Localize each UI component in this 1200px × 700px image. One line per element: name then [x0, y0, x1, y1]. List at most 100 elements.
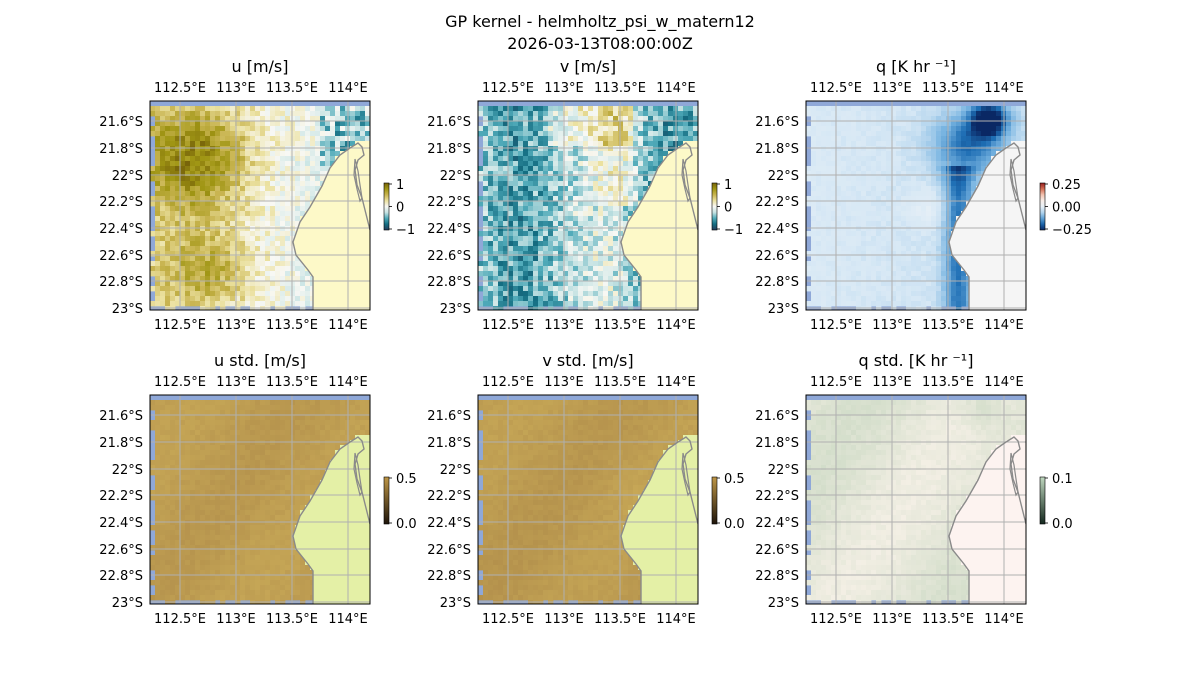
land-area — [293, 143, 370, 310]
coastline — [292, 436, 370, 604]
tick-label-bottom-1: 113°E — [872, 612, 912, 627]
map-field-qstd — [806, 395, 1026, 604]
tick-label-top-0: 112.5°E — [810, 375, 862, 390]
tick-label-left-0: 21.6°S — [427, 115, 471, 130]
tick-label-bottom-0: 112.5°E — [810, 318, 862, 333]
tick-label-left-4: 22.4°S — [427, 516, 471, 531]
colorbar-ustd: 0.5 0.0 — [383, 472, 417, 532]
colorbar-bar — [1039, 476, 1046, 525]
colorbar-tick-label-1: 0.0 — [1052, 517, 1073, 532]
map-frame — [477, 394, 699, 605]
map-field-v — [478, 101, 698, 310]
tick-label-bottom-1: 113°E — [216, 318, 256, 333]
tick-label-bottom-2: 113.5°E — [922, 318, 974, 333]
colorbar-tick-label-2: −1 — [724, 223, 743, 238]
tick-label-left-1: 21.8°S — [99, 436, 143, 451]
colorbar-bar — [383, 182, 390, 231]
tick-label-bottom-2: 113.5°E — [266, 612, 318, 627]
map-panel-qstd: 112.5°E 112.5°E 113°E 113°E 113.5°E 113.5°E 11… — [755, 375, 1072, 627]
tick-label-bottom-3: 114°E — [328, 318, 368, 333]
tick-label-left-7: 23°S — [440, 596, 471, 611]
tick-label-left-1: 21.8°S — [755, 436, 799, 451]
map-frame — [149, 100, 371, 311]
tick-label-left-5: 22.6°S — [99, 543, 143, 558]
coastline — [948, 142, 1026, 310]
colorbar-vstd: 0.5 0.0 — [711, 472, 745, 532]
tick-label-left-6: 22.8°S — [755, 569, 799, 584]
map-frame — [805, 394, 1027, 605]
panel-title-q-std: q std. [K hr ⁻¹] — [858, 351, 974, 370]
tick-label-left-3: 22.2°S — [99, 195, 143, 210]
map-field-u — [150, 101, 370, 310]
colorbar-tick-label-0: 0.5 — [724, 472, 745, 487]
coastline — [620, 436, 698, 604]
colorbar-tick-label-1: 0 — [396, 201, 404, 216]
tick-label-left-7: 23°S — [112, 596, 143, 611]
tick-label-top-1: 113°E — [872, 81, 912, 96]
land-area — [949, 143, 1026, 310]
colorbar-qstd: 0.1 0.0 — [1039, 472, 1073, 532]
tick-label-left-7: 23°S — [440, 302, 471, 317]
island-coastline — [1009, 158, 1019, 203]
tick-label-top-0: 112.5°E — [482, 375, 534, 390]
map-frame — [805, 100, 1027, 311]
tick-label-top-2: 113.5°E — [594, 81, 646, 96]
tick-label-top-1: 113°E — [544, 375, 584, 390]
tick-label-left-4: 22.4°S — [99, 222, 143, 237]
island-coastline — [681, 158, 691, 203]
tick-label-left-0: 21.6°S — [427, 409, 471, 424]
colorbar-tick-label-1: 0.0 — [724, 517, 745, 532]
land-area — [621, 437, 698, 604]
colorbar-tick-label-1: 0 — [724, 201, 732, 216]
tick-label-bottom-2: 113.5°E — [266, 318, 318, 333]
tick-label-left-1: 21.8°S — [427, 436, 471, 451]
colorbar-v: 1 0 −1 — [711, 178, 743, 238]
tick-label-left-2: 22°S — [440, 169, 471, 184]
panel-title-u: u [m/s] — [231, 57, 289, 76]
map-panel-q: 112.5°E 112.5°E 113°E 113°E 113.5°E 113.5°E 11… — [755, 81, 1092, 333]
land-area — [621, 143, 698, 310]
map-field-ustd — [150, 395, 370, 604]
tick-label-left-0: 21.6°S — [99, 409, 143, 424]
tick-label-left-4: 22.4°S — [427, 222, 471, 237]
tick-label-bottom-1: 113°E — [216, 612, 256, 627]
tick-label-left-7: 23°S — [112, 302, 143, 317]
colorbar-u: 1 0 −1 — [383, 178, 415, 238]
tick-label-left-1: 21.8°S — [755, 142, 799, 157]
tick-label-left-3: 22.2°S — [99, 489, 143, 504]
colorbar-tick-label-0: 0.25 — [1052, 178, 1081, 193]
tick-label-left-7: 23°S — [768, 596, 799, 611]
tick-label-top-1: 113°E — [216, 81, 256, 96]
map-panel-vstd: 112.5°E 112.5°E 113°E 113°E 113.5°E 113.5°E 11… — [427, 375, 744, 627]
tick-label-left-2: 22°S — [112, 463, 143, 478]
colorbar-tick-label-2: −1 — [396, 223, 415, 238]
land-area — [293, 437, 370, 604]
tick-label-bottom-3: 114°E — [656, 612, 696, 627]
map-frame — [477, 100, 699, 311]
tick-label-top-3: 114°E — [328, 81, 368, 96]
map-field-vstd — [478, 395, 698, 604]
tick-label-left-6: 22.8°S — [427, 275, 471, 290]
tick-label-bottom-1: 113°E — [544, 318, 584, 333]
tick-label-left-0: 21.6°S — [755, 409, 799, 424]
tick-label-top-2: 113.5°E — [266, 81, 318, 96]
tick-label-top-1: 113°E — [544, 81, 584, 96]
map-frame — [149, 394, 371, 605]
colorbar-bar — [711, 476, 718, 525]
tick-label-bottom-2: 113.5°E — [594, 318, 646, 333]
tick-label-top-0: 112.5°E — [154, 375, 206, 390]
colorbar-tick-label-1: 0.00 — [1052, 201, 1081, 216]
tick-label-top-2: 113.5°E — [266, 375, 318, 390]
colorbar-tick-label-0: 0.1 — [1052, 472, 1073, 487]
tick-label-top-3: 114°E — [656, 375, 696, 390]
tick-label-left-4: 22.4°S — [755, 222, 799, 237]
tick-label-left-0: 21.6°S — [755, 115, 799, 130]
coastline — [292, 142, 370, 310]
tick-label-left-2: 22°S — [112, 169, 143, 184]
tick-label-bottom-0: 112.5°E — [810, 612, 862, 627]
colorbar-bar — [1039, 182, 1046, 231]
colorbar-bar — [383, 476, 390, 525]
tick-label-bottom-0: 112.5°E — [482, 612, 534, 627]
map-panel-ustd: 112.5°E 112.5°E 113°E 113°E 113.5°E 113.5°E 11… — [99, 375, 416, 627]
tick-label-bottom-2: 113.5°E — [594, 612, 646, 627]
